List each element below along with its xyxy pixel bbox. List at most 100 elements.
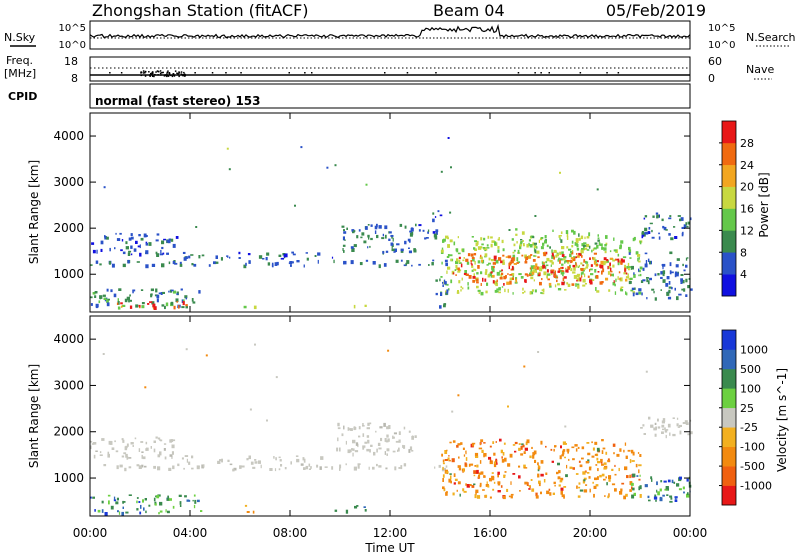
echo-cell bbox=[507, 463, 511, 467]
echo-cell bbox=[514, 450, 517, 453]
x-tick-label: 20:00 bbox=[573, 526, 608, 540]
echo-cell bbox=[480, 271, 483, 275]
echo-cell bbox=[601, 270, 603, 275]
freq-dot bbox=[161, 71, 163, 74]
echo-cell bbox=[482, 277, 484, 282]
echo-cell bbox=[555, 275, 558, 279]
echo-cell bbox=[409, 230, 412, 233]
echo-cell bbox=[294, 204, 296, 207]
echo-cell bbox=[117, 301, 120, 305]
echo-cell bbox=[384, 234, 387, 239]
echo-cell bbox=[569, 253, 572, 258]
echo-cell bbox=[568, 458, 570, 461]
echo-cell bbox=[106, 302, 110, 307]
echo-cell bbox=[153, 440, 156, 443]
echo-cell bbox=[145, 250, 149, 255]
echo-cell bbox=[520, 239, 523, 241]
echo-cell bbox=[462, 468, 465, 473]
echo-cell bbox=[480, 246, 483, 249]
echo-cell bbox=[578, 233, 580, 237]
echo-cell bbox=[502, 259, 505, 262]
echo-cell bbox=[570, 251, 573, 254]
echo-cell bbox=[108, 500, 110, 505]
echo-cell bbox=[628, 280, 631, 285]
echo-cell bbox=[633, 492, 636, 496]
echo-cell bbox=[151, 263, 156, 267]
echo-cell bbox=[656, 481, 658, 486]
echo-cell bbox=[485, 484, 489, 487]
echo-cell bbox=[537, 462, 539, 466]
echo-cell bbox=[110, 289, 113, 293]
echo-cell bbox=[368, 466, 370, 470]
echo-cell bbox=[457, 236, 459, 239]
echo-cell bbox=[292, 253, 296, 256]
echo-cell bbox=[638, 478, 641, 481]
echo-cell bbox=[303, 264, 305, 268]
echo-cell bbox=[151, 301, 155, 305]
echo-cell bbox=[182, 301, 185, 306]
echo-cell bbox=[495, 282, 498, 287]
echo-cell bbox=[617, 253, 620, 257]
echo-cell bbox=[106, 298, 109, 303]
echo-cell bbox=[100, 240, 104, 245]
freq-dot bbox=[176, 72, 178, 74]
echo-cell bbox=[680, 217, 684, 221]
echo-cell bbox=[559, 259, 561, 264]
echo-cell bbox=[180, 288, 183, 291]
echo-cell bbox=[608, 479, 611, 482]
echo-cell bbox=[136, 497, 139, 499]
echo-cell bbox=[115, 450, 119, 453]
echo-cell bbox=[197, 465, 200, 468]
echo-cell bbox=[97, 509, 101, 513]
echo-cell bbox=[628, 246, 631, 251]
echo-cell bbox=[457, 394, 460, 397]
echo-cell bbox=[128, 466, 132, 469]
echo-cell bbox=[586, 442, 590, 444]
echo-cell bbox=[113, 499, 117, 502]
echo-cell bbox=[606, 260, 609, 263]
echo-cell bbox=[601, 439, 604, 442]
echo-cell bbox=[649, 261, 651, 265]
echo-cell bbox=[185, 297, 187, 300]
echo-cell bbox=[172, 439, 176, 442]
echo-cell bbox=[168, 467, 172, 471]
echo-cell bbox=[244, 504, 248, 507]
echo-cell bbox=[466, 484, 470, 488]
echo-cell bbox=[639, 273, 642, 277]
echo-cell bbox=[540, 473, 544, 477]
freq-dot bbox=[211, 72, 214, 74]
freq-tick-top: 18 bbox=[64, 55, 78, 68]
echo-cell bbox=[514, 281, 518, 284]
echo-cell bbox=[498, 291, 501, 294]
echo-cell bbox=[614, 488, 617, 492]
echo-cell bbox=[667, 423, 671, 428]
echo-cell bbox=[397, 449, 399, 452]
echo-cell bbox=[152, 303, 156, 308]
echo-cell bbox=[136, 508, 139, 511]
echo-cell bbox=[166, 252, 169, 255]
echo-cell bbox=[357, 463, 361, 465]
echo-cell bbox=[269, 468, 273, 471]
echo-cell bbox=[661, 272, 663, 275]
echo-cell bbox=[360, 236, 363, 239]
echo-cell bbox=[159, 253, 164, 256]
echo-cell bbox=[456, 444, 459, 448]
echo-cell bbox=[509, 274, 513, 276]
echo-cell bbox=[193, 504, 196, 509]
echo-cell bbox=[592, 447, 595, 451]
echo-cell bbox=[596, 188, 599, 191]
echo-cell bbox=[657, 491, 660, 496]
echo-cell bbox=[609, 250, 612, 253]
echo-cell bbox=[106, 288, 109, 292]
echo-cell bbox=[613, 237, 615, 241]
echo-cell bbox=[229, 256, 231, 259]
echo-cell bbox=[119, 464, 123, 468]
echo-cell bbox=[352, 448, 355, 451]
freq-dot bbox=[159, 70, 162, 72]
echo-cell bbox=[481, 243, 484, 246]
echo-cell bbox=[254, 459, 257, 461]
echo-cell bbox=[147, 303, 150, 305]
echo-cell bbox=[447, 137, 450, 139]
echo-cell bbox=[685, 278, 688, 283]
echo-cell bbox=[453, 473, 456, 477]
